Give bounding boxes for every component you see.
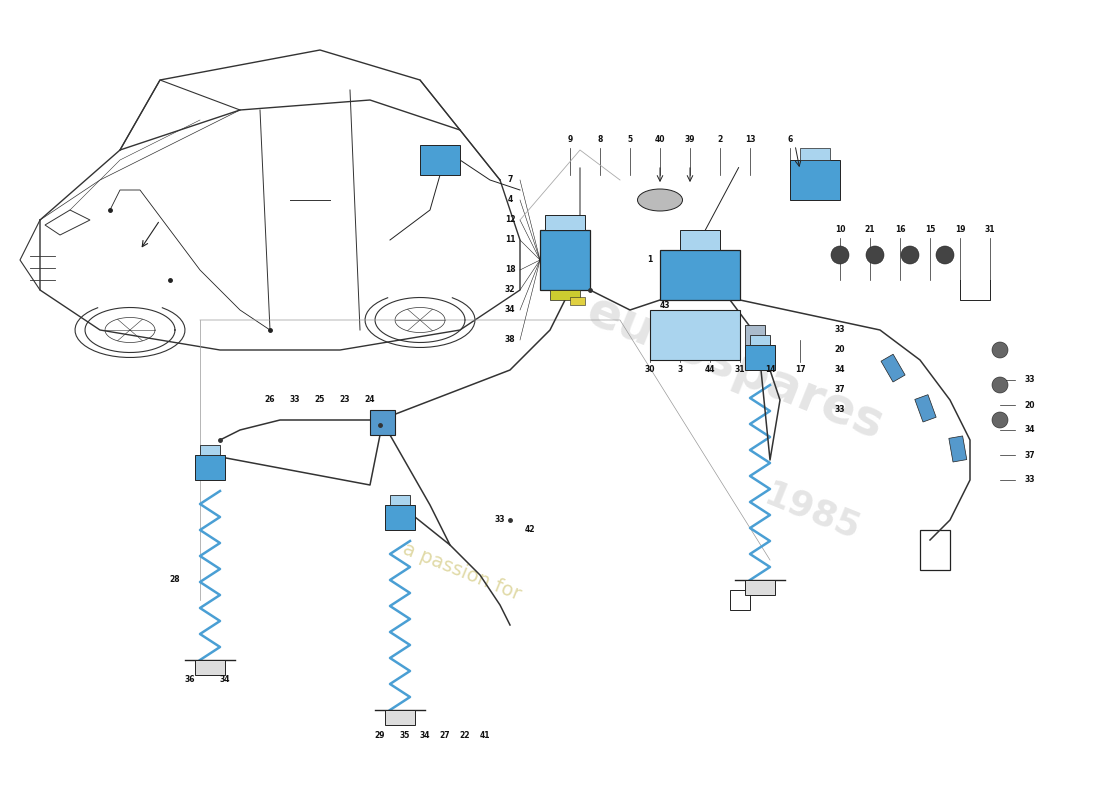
Text: 11: 11 [505,235,515,245]
Text: 23: 23 [340,395,350,405]
Text: 37: 37 [1025,450,1035,459]
Text: 25: 25 [315,395,326,405]
Text: 29: 29 [375,730,385,739]
Circle shape [936,246,954,264]
Text: 28: 28 [169,575,180,585]
Text: 32: 32 [505,286,515,294]
Text: 20: 20 [1025,401,1035,410]
Text: 2: 2 [717,135,723,145]
Text: 43: 43 [660,301,670,310]
Text: 24: 24 [365,395,375,405]
Circle shape [830,246,849,264]
Text: 33: 33 [835,406,845,414]
Text: 27: 27 [440,730,450,739]
Bar [200,445,220,455]
Text: 15: 15 [925,226,935,234]
Text: 22: 22 [460,730,471,739]
Text: 33: 33 [1025,375,1035,385]
Text: 31: 31 [735,366,746,374]
Text: 33: 33 [1025,475,1035,485]
Text: 12: 12 [505,215,515,225]
Text: 19: 19 [955,226,966,234]
Bar [385,710,415,725]
Text: 5: 5 [627,135,632,145]
Bar [750,335,770,345]
Bar [915,394,936,422]
Bar [544,215,585,230]
Bar [195,660,226,675]
Text: 20: 20 [835,346,845,354]
Circle shape [992,342,1008,358]
Text: 36: 36 [185,675,196,685]
Bar [730,590,750,610]
Text: 14: 14 [764,366,776,374]
Text: 33: 33 [495,515,505,525]
Text: 1: 1 [648,255,652,265]
Text: 39: 39 [684,135,695,145]
Text: 9: 9 [568,135,573,145]
Text: 38: 38 [505,335,515,345]
Text: 33: 33 [835,326,845,334]
Bar [650,310,740,360]
Bar [370,410,395,435]
Circle shape [901,246,918,264]
Bar [790,160,840,200]
Text: 17: 17 [794,366,805,374]
Text: 34: 34 [420,730,430,739]
Text: 34: 34 [835,366,845,374]
Text: 34: 34 [220,675,230,685]
Text: 1985: 1985 [760,478,866,547]
Text: 35: 35 [399,730,410,739]
Bar [570,297,585,305]
Bar [949,436,967,462]
Text: 8: 8 [597,135,603,145]
Ellipse shape [638,189,682,211]
Text: a passion for: a passion for [400,539,524,604]
Text: 3: 3 [678,366,683,374]
Bar [540,230,590,290]
Bar [745,345,776,370]
Text: 37: 37 [835,386,845,394]
Bar [660,250,740,300]
Text: 41: 41 [480,730,491,739]
Text: 44: 44 [705,366,715,374]
Text: 21: 21 [865,226,876,234]
Text: 33: 33 [289,395,300,405]
Text: 6: 6 [788,135,793,145]
Text: 30: 30 [645,366,656,374]
Bar [420,145,460,175]
Text: 42: 42 [525,526,536,534]
Bar [195,455,226,480]
Circle shape [866,246,884,264]
Bar [745,580,776,595]
Text: 34: 34 [1025,426,1035,434]
Bar [550,290,580,300]
Text: 16: 16 [894,226,905,234]
Bar [385,505,415,530]
Bar [881,354,905,382]
Bar [680,230,720,250]
Text: 10: 10 [835,226,845,234]
Text: 26: 26 [265,395,275,405]
Text: 34: 34 [505,306,515,314]
Bar [800,148,830,160]
Bar [390,495,410,505]
Bar [745,325,764,345]
Text: 31: 31 [984,226,996,234]
Text: 7: 7 [507,175,513,185]
Circle shape [992,412,1008,428]
Text: 40: 40 [654,135,666,145]
Text: 13: 13 [745,135,756,145]
Circle shape [992,377,1008,393]
Text: 18: 18 [505,266,515,274]
Text: 4: 4 [507,195,513,205]
Text: eurospares: eurospares [580,287,891,450]
